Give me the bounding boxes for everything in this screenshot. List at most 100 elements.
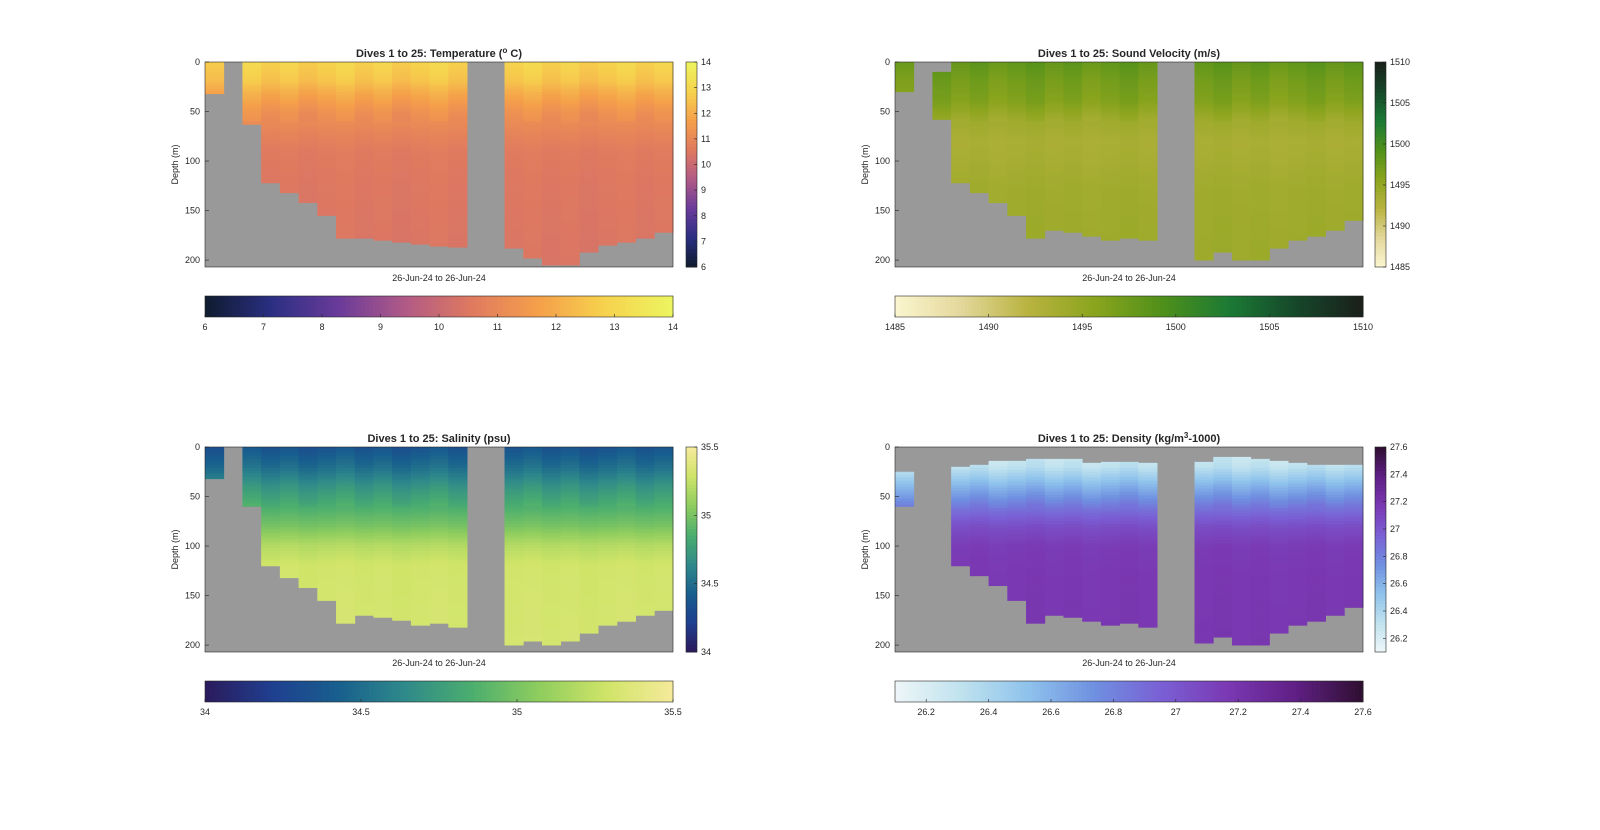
y-tick-label: 200 [185, 640, 200, 650]
heatmap-cell [373, 85, 393, 90]
heatmap-cell [261, 136, 281, 140]
heatmap-cell [392, 103, 412, 107]
heatmap-cell [1044, 521, 1064, 525]
heatmap-cell [354, 550, 374, 555]
heatmap-cell [504, 497, 524, 501]
heatmap-cell [969, 464, 989, 469]
heatmap-cell [598, 458, 618, 463]
heatmap-cell [598, 568, 618, 573]
colorbar-swatch [283, 681, 288, 702]
colorbar-swatch [318, 681, 323, 702]
heatmap-cell [410, 154, 431, 158]
heatmap-cell [261, 562, 281, 567]
colorbar-tick-label: 1485 [885, 322, 905, 332]
heatmap-cell [279, 64, 299, 69]
heatmap-cell [298, 455, 318, 460]
heatmap-cell [410, 542, 431, 546]
heatmap-cell [1250, 210, 1270, 214]
colorbar-swatch [1078, 296, 1083, 317]
heatmap-cell [1119, 85, 1139, 90]
heatmap-cell [242, 94, 262, 99]
heatmap-cell [1007, 484, 1027, 488]
heatmap-cell [504, 625, 524, 629]
dive-column [616, 62, 636, 243]
heatmap-cell [1288, 231, 1308, 235]
heatmap-cell [1026, 79, 1046, 84]
heatmap-cell [354, 586, 374, 591]
heatmap-cell [616, 106, 636, 110]
heatmap-cell [988, 73, 1008, 78]
heatmap-cell [1063, 458, 1083, 463]
heatmap-cell [448, 177, 468, 182]
heatmap-cell [373, 553, 393, 558]
heatmap-cell [523, 64, 543, 69]
heatmap-cell [560, 515, 580, 519]
heatmap-cell [1194, 79, 1214, 84]
heatmap-cell [988, 171, 1008, 176]
heatmap-cell [598, 473, 618, 478]
dive-column [1026, 458, 1046, 624]
heatmap-cell [1026, 539, 1046, 543]
heatmap-cell [336, 130, 356, 134]
heatmap-cell [598, 622, 618, 626]
heatmap-cell [1026, 610, 1046, 614]
heatmap-cell [504, 452, 524, 457]
heatmap-cell [336, 562, 356, 567]
heatmap-cell [988, 133, 1008, 137]
heatmap-cell [448, 157, 468, 161]
heatmap-cell [541, 607, 562, 611]
colorbar-swatch [446, 296, 452, 317]
heatmap-cell [523, 183, 543, 188]
colorbar-swatch [1043, 296, 1048, 317]
colorbar-swatch [1136, 296, 1142, 317]
heatmap-cell [279, 154, 299, 158]
heatmap-cell [560, 464, 580, 469]
heatmap-cell [523, 76, 543, 81]
heatmap-cell [429, 574, 449, 579]
heatmap-cell [654, 604, 674, 608]
heatmap-cell [1250, 249, 1270, 253]
heatmap-cell [988, 195, 1008, 200]
heatmap-cell [1288, 145, 1308, 149]
heatmap-cell [448, 562, 468, 567]
heatmap-cell [616, 177, 636, 182]
heatmap-cell [616, 124, 636, 128]
colorbar-swatch [259, 296, 264, 317]
heatmap-cell [560, 201, 580, 206]
heatmap-cell [1063, 467, 1083, 472]
colorbar-swatch [653, 296, 658, 317]
heatmap-cell [1026, 118, 1046, 122]
heatmap-cell [654, 82, 674, 87]
heatmap-cell [1063, 180, 1083, 185]
heatmap-cell [1213, 249, 1233, 253]
heatmap-cell [336, 109, 356, 113]
heatmap-cell [1044, 506, 1064, 510]
colorbar-swatch [532, 681, 537, 702]
heatmap-cell [1026, 485, 1046, 489]
colorbar-swatch [686, 222, 697, 227]
heatmap-cell [541, 249, 562, 253]
heatmap-cell [354, 62, 374, 66]
heatmap-cell [354, 568, 374, 573]
heatmap-cell [1119, 545, 1139, 549]
heatmap-cell [1344, 112, 1364, 116]
heatmap-cell [373, 160, 393, 164]
heatmap-cell [988, 174, 1008, 179]
heatmap-cell [392, 127, 412, 131]
heatmap-cell [969, 485, 989, 489]
heatmap-cell [1026, 458, 1046, 463]
heatmap-cell [1306, 228, 1326, 232]
heatmap-cell [541, 485, 562, 489]
heatmap-cell [429, 91, 449, 96]
heatmap-cell [988, 466, 1008, 471]
colorbar-swatch [686, 232, 697, 237]
heatmap-cell [635, 533, 655, 537]
dive-column [895, 471, 915, 507]
heatmap-cell [560, 610, 580, 614]
heatmap-cell [1044, 568, 1064, 573]
heatmap-cell [523, 509, 543, 513]
heatmap-cell [1213, 468, 1233, 473]
heatmap-cell [1250, 231, 1270, 235]
heatmap-cell [598, 228, 618, 232]
